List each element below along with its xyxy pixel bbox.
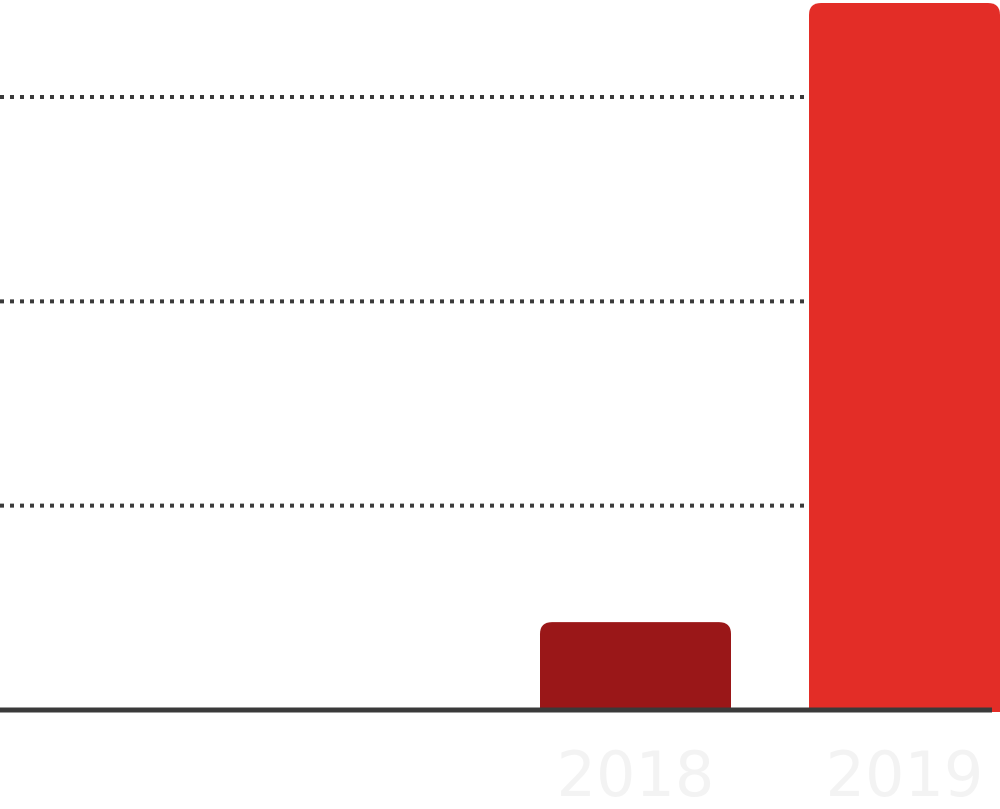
gridlines (0, 94, 810, 508)
bar-2018 (540, 622, 731, 712)
category-label-2018: 2018 (557, 738, 715, 809)
bar-2019 (809, 3, 1000, 712)
bars (540, 3, 1000, 712)
category-labels: 2018 2019 (557, 738, 984, 809)
category-label-2019: 2019 (826, 738, 984, 809)
